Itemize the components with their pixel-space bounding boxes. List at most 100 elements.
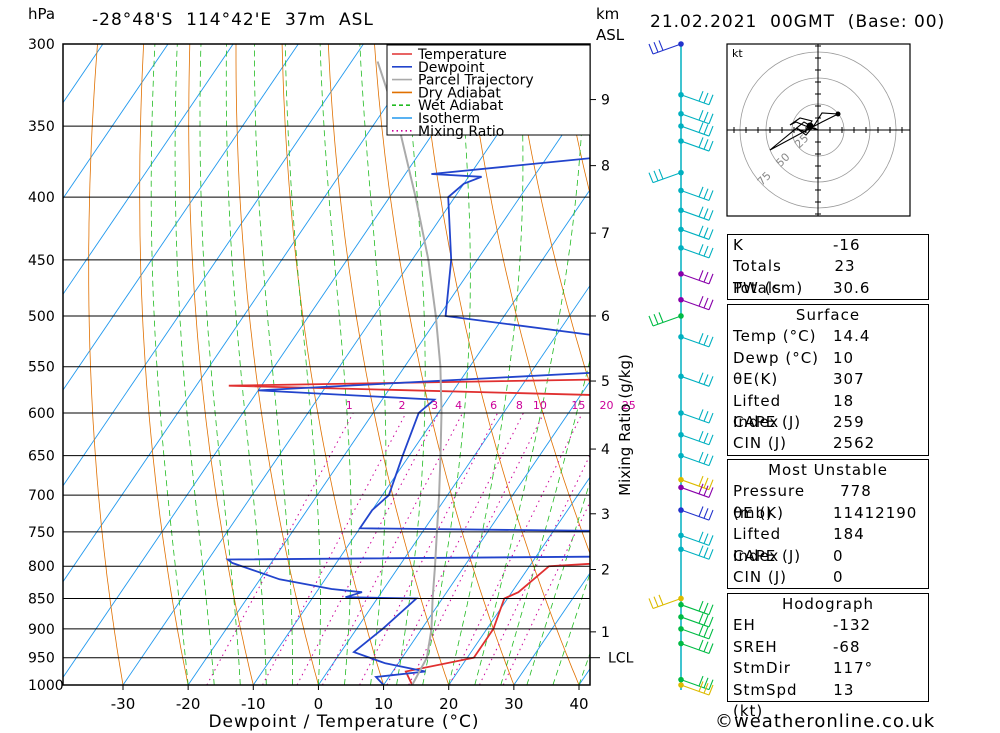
wet-adiabat-line (150, 44, 189, 685)
pressure-tick-label: 1000 (28, 678, 64, 694)
wind-barb-feather (708, 479, 714, 490)
pressure-tick-label: 450 (28, 253, 55, 269)
most-unstable-table: Most Unstable Pressure (mb) 778 θE (K) 1141… (727, 459, 929, 590)
wind-barb-feather (703, 533, 709, 544)
dry-adiabat-line (327, 44, 450, 685)
hodograph-value: -68 (833, 637, 861, 656)
pressure-tick-label: 750 (28, 525, 55, 541)
hodograph-value: 13 (833, 680, 855, 699)
wind-barb (680, 189, 710, 201)
surface-title: Surface (795, 306, 861, 324)
pressure-tick-label: 600 (28, 406, 55, 422)
legend-item: Parcel Trajectory (418, 73, 534, 89)
mixing-ratio-label: 6 (490, 399, 497, 412)
surface-row: Temp (°C) 14.4 (728, 326, 928, 347)
hodograph-row: StmDir 117° (728, 658, 928, 679)
mixing-ratio-line (296, 412, 440, 685)
wind-barb (680, 642, 710, 655)
location-title: -28°48'S 114°42'E 37m ASL (92, 10, 374, 30)
wet-adiabat-line (284, 44, 321, 685)
km-tick-label: 1 (601, 625, 610, 641)
surface-row: CIN (J) 2562 (728, 433, 928, 454)
mixing-ratio-line (479, 453, 590, 685)
pressure-tick-label: 700 (28, 488, 55, 504)
wind-barb-feather (698, 122, 704, 133)
hodograph-title: Hodograph (781, 595, 875, 613)
dry-adiabat-line (420, 44, 580, 685)
wind-barb-feather (708, 412, 714, 424)
x-tick-label: 10 (374, 695, 393, 713)
lcl-label: LCL (608, 651, 634, 667)
km-label: km (596, 5, 620, 23)
dry-adiabat-line (929, 44, 1000, 685)
hpa-label: hPa (28, 5, 56, 23)
surface-row: CAPE (J) 259 (728, 412, 928, 433)
wind-barb-feather (703, 432, 709, 444)
dry-adiabat-line (975, 44, 1000, 685)
wind-barb-feather (708, 535, 714, 546)
wind-barb-feather (708, 140, 714, 152)
wind-barb (680, 247, 710, 259)
pressure-tick-label: 900 (28, 622, 55, 638)
wind-barb (680, 299, 710, 311)
dewpoint-line (225, 74, 590, 685)
wind-barb-feather (698, 475, 704, 487)
wind-level-dot (678, 91, 684, 98)
isotherm-line (187, 93, 590, 685)
hodograph-value: -132 (833, 616, 872, 635)
wind-barb-feather (708, 273, 714, 285)
wind-barb-feather (698, 545, 704, 556)
wind-barb-feather (703, 682, 709, 694)
wind-barb-feather (703, 139, 709, 150)
wind-barb-feather (658, 40, 664, 51)
wind-barb-feather (698, 639, 704, 651)
copyright[interactable]: ©weatheronline.co.uk (715, 711, 936, 732)
isotherm-line (63, 44, 234, 296)
wind-barb-feather (708, 643, 714, 654)
legend-item: Dewpoint (418, 60, 485, 76)
km-tick-label: 4 (601, 442, 610, 458)
pressure-tick-label: 300 (28, 37, 55, 53)
km-tick-label: 2 (601, 563, 610, 579)
x-tick-label: 0 (314, 695, 324, 713)
wind-barb-feather (703, 614, 709, 626)
legend-item: Wet Adiabat (418, 98, 504, 114)
wet-adiabat-line (422, 44, 471, 685)
mixing-ratio-axis-label: Mixing Ratio (g/kg) (616, 354, 634, 496)
wind-barb-feather (698, 333, 704, 344)
wind-barb (680, 125, 710, 137)
wind-barb-feather (703, 677, 709, 689)
run-title: 21.02.2021 00GMT (Base: 00) (650, 12, 946, 32)
asl-label: ASL (596, 26, 625, 44)
wind-barb-feather (698, 109, 704, 121)
wind-barb-feather (698, 206, 704, 217)
wind-barb-feather (703, 411, 709, 422)
wind-barb-feather (708, 113, 714, 124)
most-unstable-label: Lifted Index (733, 525, 782, 565)
mixing-ratio-label: 8 (516, 399, 523, 412)
wind-barb-feather (708, 616, 714, 628)
hodograph-storm-dot (806, 122, 814, 130)
wind-barb (680, 412, 710, 424)
legend-item: Mixing Ratio (418, 124, 504, 140)
surface-label: Lifted Index (733, 391, 782, 431)
indices-table: K -16 Totals Totals 23 PW (cm) 30.6 (727, 234, 929, 301)
km-tick-label: 9 (601, 93, 610, 109)
hodograph-label: SREH (733, 637, 778, 656)
wind-barb (680, 113, 710, 125)
hodograph-row: SREH -68 (728, 637, 928, 658)
isotherm-line (63, 44, 169, 200)
mixing-ratio-line (262, 412, 407, 685)
isotherm-line (318, 284, 590, 685)
wet-adiabat-line (448, 44, 524, 685)
wind-barb-feather (708, 684, 714, 696)
index-k: K -16 (733, 236, 861, 254)
wind-barb-feather (658, 312, 664, 323)
wind-barb-feather (658, 594, 664, 606)
surface-table: Surface Temp (°C) 14.4 Dewp (°C) 10 θE(K) 307… (727, 304, 929, 456)
parcel-trajectory-line (376, 61, 443, 685)
wind-barb-feather (653, 41, 659, 53)
surface-row: Dewp (°C) 10 (728, 348, 928, 369)
wind-barb-feather (698, 483, 704, 495)
